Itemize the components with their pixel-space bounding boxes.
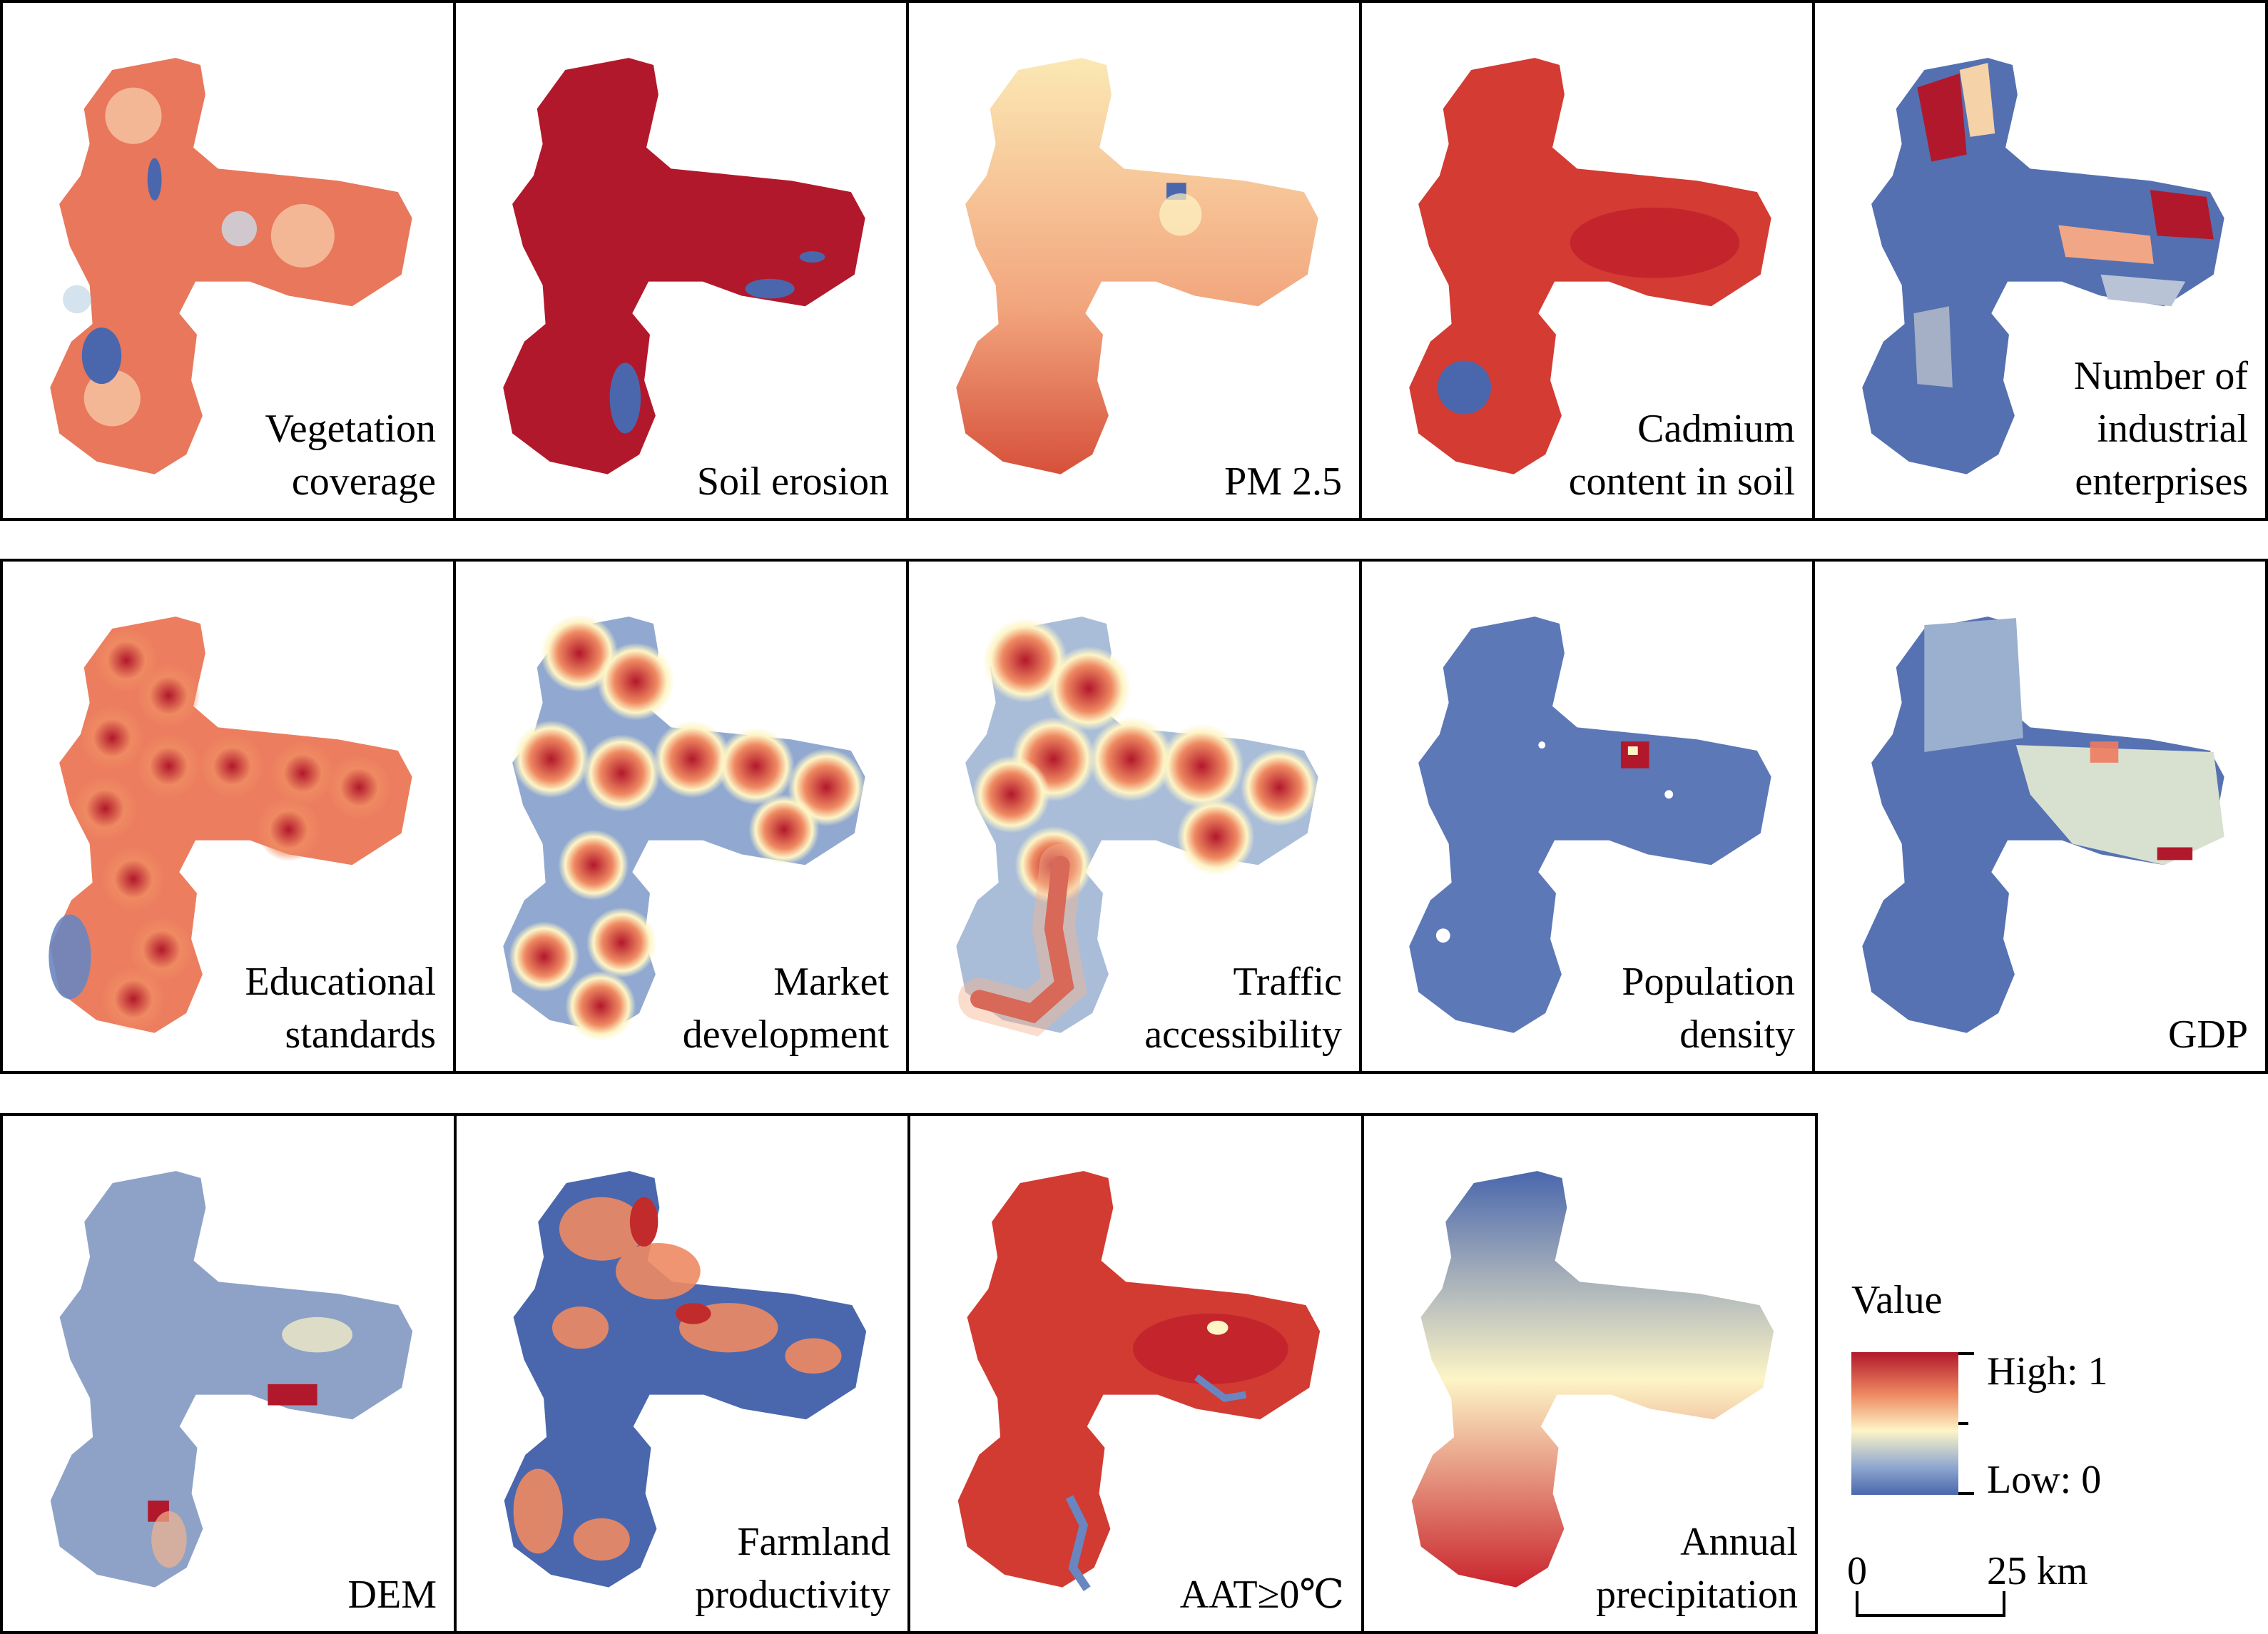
panel-label: GDP: [2167, 1013, 2248, 1057]
panel-label: Market development: [682, 960, 889, 1057]
scale-bar-start: 0: [1847, 1549, 1867, 1593]
map-panel-cadmium: Cadmium content in soil: [1362, 3, 1815, 518]
panel-label: PM 2.5: [1224, 460, 1342, 504]
map-panel-vegetation-coverage: Vegetation coverage: [3, 3, 456, 518]
pm25-map: [956, 58, 1318, 475]
industrial-enterprises-map: [1862, 58, 2224, 475]
panel-label: Population density: [1622, 960, 1795, 1057]
traffic-accessibility-map: [956, 616, 1318, 1037]
map-panel-annual-precipitation: Annual precipitation: [1364, 1116, 1815, 1631]
panel-label: Annual precipitation: [1595, 1520, 1798, 1617]
cadmium-map: [1409, 58, 1771, 475]
panel-row-3: DEM Farmland productivity AAT≥0℃ A: [0, 1113, 1818, 1634]
panel-label: AAT≥0℃: [1179, 1573, 1344, 1617]
dem-map: [50, 1171, 413, 1588]
legend: Value High: 1 Low: 0 0 25 km: [1837, 1277, 2265, 1634]
panel-label: Number of industrial enterprises: [2073, 354, 2248, 504]
scale-bar: [1856, 1591, 2005, 1617]
legend-low-label: Low: 0: [1987, 1458, 2102, 1502]
panel-label: Cadmium content in soil: [1568, 407, 1795, 504]
map-panel-gdp: GDP: [1815, 562, 2265, 1071]
map-panel-aat: AAT≥0℃: [910, 1116, 1364, 1631]
panel-label: Traffic accessibility: [1144, 960, 1342, 1057]
legend-tick-high: [1958, 1352, 1974, 1355]
panel-row-1: Vegetation coverage Soil erosion PM 2.5 …: [0, 0, 2268, 521]
aat-map: [957, 1171, 1321, 1591]
vegetation-coverage-map: [50, 58, 412, 475]
panel-label: Vegetation coverage: [265, 407, 436, 504]
legend-title: Value: [1851, 1278, 1943, 1322]
population-density-map: [1409, 616, 1771, 1033]
map-panel-traffic-accessibility: Traffic accessibility: [909, 562, 1362, 1071]
legend-high-label: High: 1: [1987, 1349, 2108, 1394]
map-panel-market-development: Market development: [456, 562, 909, 1071]
legend-tick-mid: [1958, 1422, 1968, 1425]
map-panel-educational-standards: Educational standards: [3, 562, 456, 1071]
panel-label: DEM: [347, 1573, 437, 1617]
panel-label: Soil erosion: [696, 460, 889, 504]
map-panel-population-density: Population density: [1362, 562, 1815, 1071]
market-development-map: [503, 614, 865, 1042]
legend-tick-low: [1958, 1492, 1974, 1495]
map-panel-industrial-enterprises: Number of industrial enterprises: [1815, 3, 2265, 518]
map-panel-pm25: PM 2.5: [909, 3, 1362, 518]
panel-label: Educational standards: [245, 960, 436, 1057]
panel-label: Farmland productivity: [695, 1520, 890, 1617]
farmland-productivity-map: [504, 1171, 867, 1588]
legend-color-ramp: [1851, 1352, 1958, 1495]
panel-row-2: Educational standards Market development: [0, 559, 2268, 1074]
gdp-map: [1862, 616, 2224, 1033]
map-panel-dem: DEM: [3, 1116, 457, 1631]
educational-standards-map: [49, 616, 412, 1033]
scale-bar-end: 25 km: [1987, 1549, 2088, 1593]
soil-erosion-map: [503, 58, 865, 475]
map-panel-soil-erosion: Soil erosion: [456, 3, 909, 518]
map-panel-farmland-productivity: Farmland productivity: [457, 1116, 910, 1631]
